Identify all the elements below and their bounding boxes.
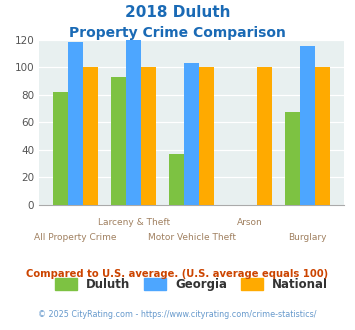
Bar bbox=[285, 113, 300, 205]
Bar bbox=[83, 67, 98, 205]
Bar bbox=[111, 77, 126, 205]
Text: 2018 Duluth: 2018 Duluth bbox=[125, 5, 230, 20]
Bar bbox=[184, 63, 199, 205]
Bar bbox=[257, 67, 272, 205]
Text: Motor Vehicle Theft: Motor Vehicle Theft bbox=[148, 233, 236, 242]
Legend: Duluth, Georgia, National: Duluth, Georgia, National bbox=[51, 273, 333, 296]
Text: Larceny & Theft: Larceny & Theft bbox=[98, 218, 170, 227]
Text: Compared to U.S. average. (U.S. average equals 100): Compared to U.S. average. (U.S. average … bbox=[26, 269, 329, 279]
Bar bbox=[300, 47, 315, 205]
Bar bbox=[315, 67, 331, 205]
Text: © 2025 CityRating.com - https://www.cityrating.com/crime-statistics/: © 2025 CityRating.com - https://www.city… bbox=[38, 310, 317, 319]
Bar bbox=[68, 42, 83, 205]
Bar bbox=[141, 67, 156, 205]
Bar bbox=[126, 40, 141, 205]
Bar bbox=[199, 67, 214, 205]
Text: Property Crime Comparison: Property Crime Comparison bbox=[69, 26, 286, 40]
Text: Burglary: Burglary bbox=[289, 233, 327, 242]
Bar bbox=[53, 92, 68, 205]
Bar bbox=[169, 154, 184, 205]
Text: All Property Crime: All Property Crime bbox=[34, 233, 117, 242]
Text: Arson: Arson bbox=[237, 218, 263, 227]
